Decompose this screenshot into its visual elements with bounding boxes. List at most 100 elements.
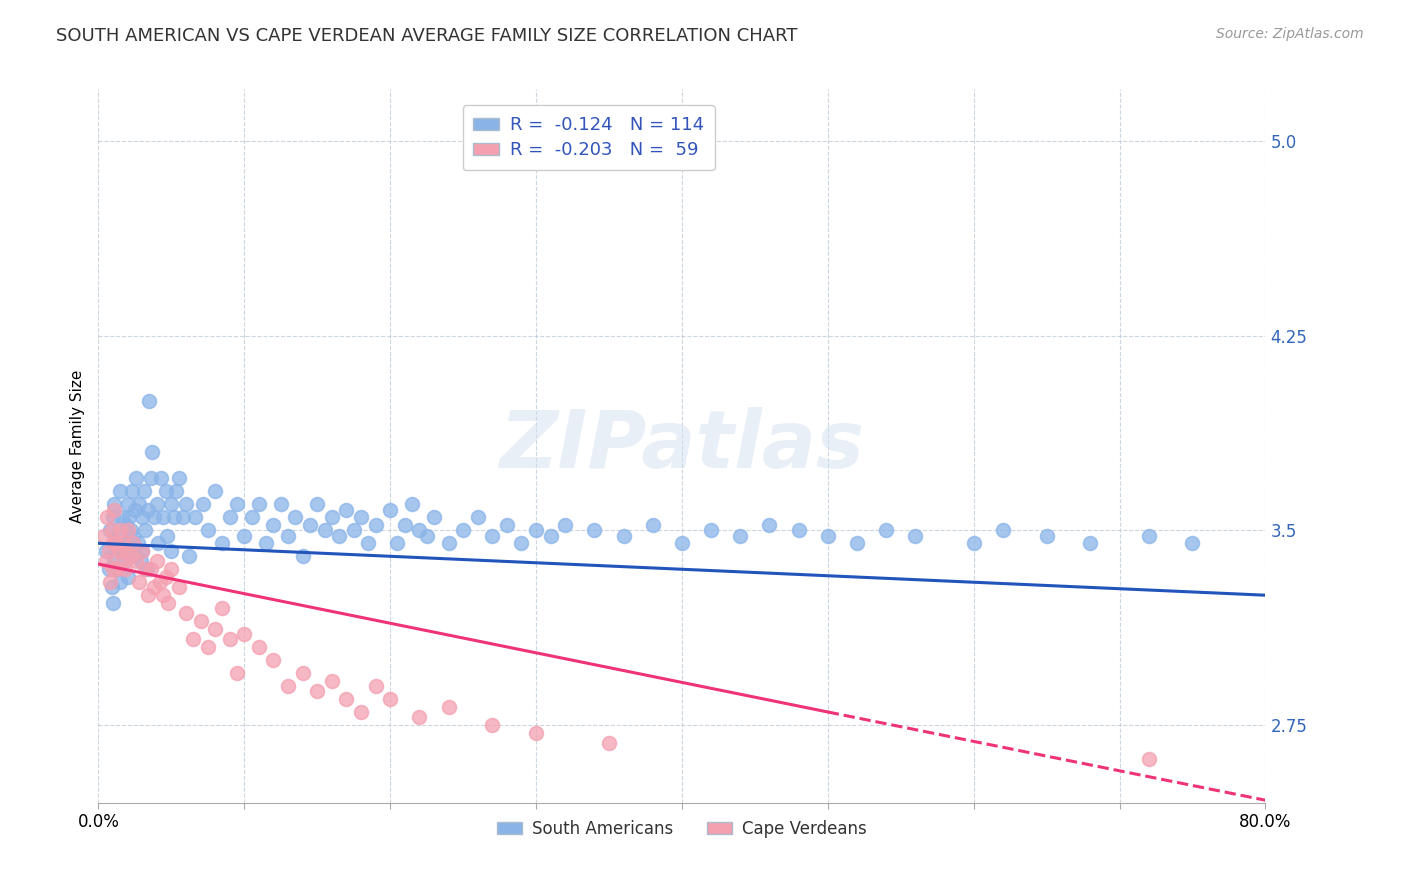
Point	[481, 528, 503, 542]
Point	[380, 692, 402, 706]
Point	[730, 528, 752, 542]
Point	[94, 544, 117, 558]
Point	[120, 549, 142, 564]
Point	[423, 510, 446, 524]
Point	[277, 528, 299, 542]
Point	[233, 627, 256, 641]
Point	[314, 524, 336, 538]
Point	[524, 524, 547, 538]
Point	[401, 497, 423, 511]
Point	[321, 673, 343, 688]
Point	[96, 510, 118, 524]
Point	[197, 640, 219, 654]
Point	[240, 510, 263, 524]
Point	[787, 524, 810, 538]
Point	[129, 554, 152, 568]
Point	[141, 445, 163, 459]
Point	[110, 524, 132, 538]
Point	[131, 544, 153, 558]
Point	[1035, 528, 1057, 542]
Point	[121, 484, 143, 499]
Point	[97, 562, 120, 576]
Point	[350, 510, 373, 524]
Point	[226, 497, 249, 511]
Point	[139, 562, 162, 576]
Point	[110, 575, 132, 590]
Point	[125, 554, 148, 568]
Point	[247, 640, 270, 654]
Point	[111, 510, 134, 524]
Point	[101, 596, 124, 610]
Point	[124, 502, 146, 516]
Point	[103, 497, 125, 511]
Point	[211, 536, 233, 550]
Point	[142, 510, 165, 524]
Point	[226, 666, 249, 681]
Point	[204, 622, 226, 636]
Point	[108, 544, 131, 558]
Point	[122, 528, 145, 542]
Text: SOUTH AMERICAN VS CAPE VERDEAN AVERAGE FAMILY SIZE CORRELATION CHART: SOUTH AMERICAN VS CAPE VERDEAN AVERAGE F…	[56, 27, 797, 45]
Point	[904, 528, 927, 542]
Point	[103, 502, 125, 516]
Point	[117, 536, 139, 550]
Point	[110, 484, 132, 499]
Point	[408, 524, 430, 538]
Point	[117, 570, 139, 584]
Y-axis label: Average Family Size: Average Family Size	[69, 369, 84, 523]
Point	[101, 536, 124, 550]
Point	[160, 562, 183, 576]
Point	[127, 536, 149, 550]
Point	[247, 497, 270, 511]
Point	[100, 524, 122, 538]
Point	[174, 607, 197, 621]
Legend: South Americans, Cape Verdeans: South Americans, Cape Verdeans	[491, 814, 873, 845]
Point	[298, 518, 321, 533]
Point	[138, 393, 160, 408]
Point	[155, 484, 177, 499]
Point	[100, 581, 122, 595]
Point	[101, 549, 124, 564]
Point	[335, 502, 357, 516]
Point	[181, 632, 204, 647]
Text: ZIPatlas: ZIPatlas	[499, 407, 865, 485]
Point	[364, 518, 387, 533]
Point	[139, 471, 162, 485]
Point	[262, 653, 284, 667]
Point	[481, 718, 503, 732]
Point	[155, 570, 177, 584]
Point	[112, 544, 135, 558]
Point	[307, 684, 329, 698]
Point	[120, 524, 142, 538]
Point	[758, 518, 780, 533]
Point	[1080, 536, 1102, 550]
Point	[160, 497, 183, 511]
Point	[136, 502, 159, 516]
Point	[101, 562, 124, 576]
Point	[160, 544, 183, 558]
Point	[115, 518, 138, 533]
Point	[122, 536, 145, 550]
Point	[167, 471, 190, 485]
Point	[132, 484, 155, 499]
Point	[156, 528, 179, 542]
Point	[136, 588, 159, 602]
Point	[152, 588, 174, 602]
Point	[117, 497, 139, 511]
Point	[554, 518, 576, 533]
Point	[93, 528, 115, 542]
Point	[98, 524, 121, 538]
Point	[496, 518, 519, 533]
Point	[131, 510, 153, 524]
Point	[134, 524, 156, 538]
Point	[125, 471, 148, 485]
Point	[408, 710, 430, 724]
Point	[357, 536, 380, 550]
Point	[991, 524, 1014, 538]
Point	[262, 518, 284, 533]
Point	[467, 510, 489, 524]
Point	[149, 575, 172, 590]
Point	[111, 554, 134, 568]
Point	[128, 575, 150, 590]
Point	[105, 562, 128, 576]
